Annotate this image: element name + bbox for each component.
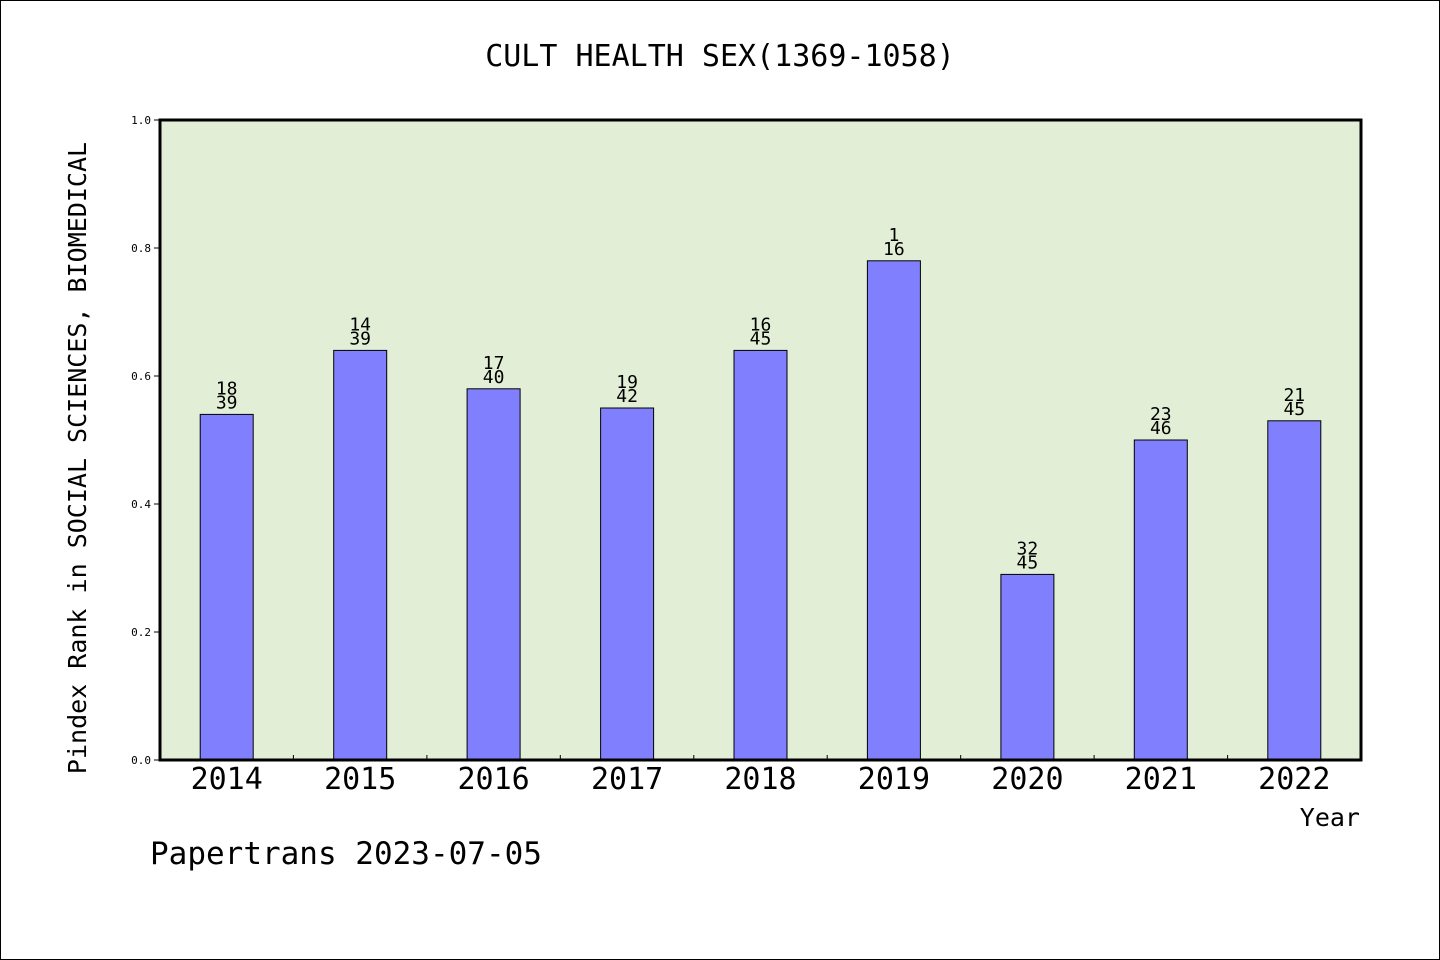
x-tick-label: 2022 bbox=[1258, 762, 1330, 797]
bar-rank-label: 19 bbox=[616, 372, 638, 393]
y-axis: 0.0 0.2 0.4 0.6 0.8 1.0 bbox=[131, 114, 160, 767]
bar-total-label: 39 bbox=[216, 392, 238, 413]
bar-rank-label: 21 bbox=[1283, 385, 1305, 406]
x-tick-label: 2021 bbox=[1125, 762, 1197, 797]
bar-rank-label: 32 bbox=[1017, 538, 1039, 559]
x-tick-label: 2015 bbox=[324, 762, 396, 797]
y-axis-label: Pindex Rank in SOCIAL SCIENCES, BIOMEDIC… bbox=[63, 142, 92, 774]
y-tick-label: 1.0 bbox=[131, 114, 151, 127]
bar-total-label: 42 bbox=[616, 386, 638, 407]
bar-2021 bbox=[1133, 439, 1188, 761]
x-tick-label: 2019 bbox=[858, 762, 930, 797]
chart-title: CULT HEALTH SEX(1369-1058) bbox=[485, 39, 955, 74]
bar-total-label: 46 bbox=[1150, 418, 1172, 439]
bar-2015 bbox=[333, 349, 388, 761]
bar-total-label: 39 bbox=[349, 328, 371, 349]
bar-rank-label: 16 bbox=[750, 314, 772, 335]
x-axis: 2014 2015 2016 2017 2018 2019 2020 2021 2022 bbox=[191, 755, 1330, 797]
y-tick-label: 0.2 bbox=[131, 626, 151, 639]
bars-group bbox=[199, 260, 1322, 761]
bar-rank-label: 18 bbox=[216, 378, 238, 399]
y-tick-label: 0.4 bbox=[131, 498, 151, 511]
x-axis-label: Year bbox=[1300, 803, 1360, 832]
bar-2018 bbox=[733, 349, 788, 761]
x-tick-label: 2016 bbox=[457, 762, 529, 797]
bar-total-label: 45 bbox=[1017, 552, 1039, 573]
y-tick-label: 0.6 bbox=[131, 370, 151, 383]
x-tick-label: 2018 bbox=[724, 762, 796, 797]
bar-rank-label: 23 bbox=[1150, 404, 1172, 425]
plot-border bbox=[158, 118, 1363, 762]
bar-2014 bbox=[199, 413, 254, 761]
x-tick-label: 2017 bbox=[591, 762, 663, 797]
footer-credit: Papertrans 2023-07-05 bbox=[150, 836, 542, 872]
bar-2019 bbox=[866, 260, 921, 761]
bar-total-label: 45 bbox=[1283, 399, 1305, 420]
bar-2020 bbox=[1000, 573, 1055, 761]
bar-2022 bbox=[1267, 420, 1322, 761]
bar-rank-label: 1 bbox=[888, 225, 899, 246]
x-tick-label: 2014 bbox=[191, 762, 263, 797]
y-tick-label: 0.0 bbox=[131, 754, 151, 767]
bar-total-label: 40 bbox=[483, 367, 505, 388]
bar-total-label: 16 bbox=[883, 239, 905, 260]
bar-2016 bbox=[466, 388, 521, 761]
bar-rank-label: 14 bbox=[349, 314, 371, 335]
x-tick-label: 2020 bbox=[991, 762, 1063, 797]
bar-2017 bbox=[600, 407, 655, 761]
bar-total-label: 45 bbox=[750, 328, 772, 349]
bar-rank-label: 17 bbox=[483, 353, 505, 374]
y-tick-label: 0.8 bbox=[131, 242, 151, 255]
